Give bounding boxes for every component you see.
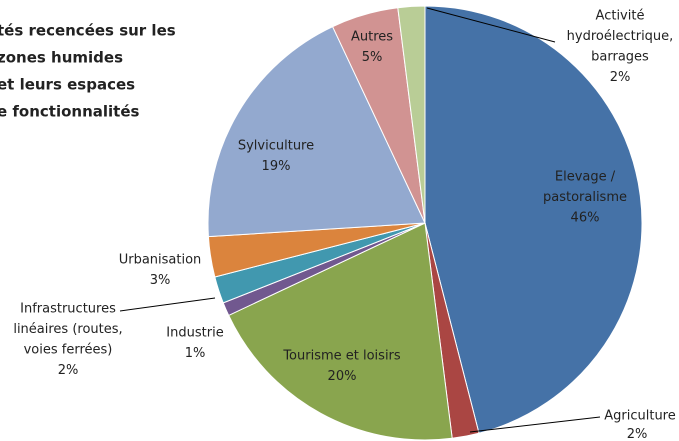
slice-label: pastoralisme — [543, 190, 627, 205]
slice-label: Industrie — [166, 326, 223, 341]
leader-line — [426, 7, 556, 43]
slice-value-label: 5% — [362, 50, 383, 65]
chart-title: tés recencées sur les — [0, 22, 176, 40]
slice-value-label: 2% — [58, 363, 79, 378]
slice-value-label: 20% — [328, 369, 357, 384]
slice-label: hydroélectrique, — [567, 29, 674, 44]
slice-value-label: 1% — [185, 346, 206, 361]
pie-slice — [424, 5, 643, 434]
pie-slice — [207, 25, 426, 238]
slice-label: Agriculture — [604, 409, 676, 424]
slice-label: linéaires (routes, — [13, 322, 122, 337]
slice-label: Elevage / — [555, 170, 616, 185]
leader-line — [119, 297, 216, 312]
slice-value-label: 46% — [571, 211, 600, 226]
chart-title: e fonctionnalités — [0, 103, 140, 121]
chart-title: et leurs espaces — [0, 76, 135, 94]
slice-value-label: 2% — [610, 70, 631, 85]
slice-value-label: 19% — [262, 159, 291, 174]
slice-label: barrages — [591, 50, 649, 65]
pie-slice — [397, 5, 426, 224]
slice-label: Sylviculture — [238, 139, 314, 154]
slice-label: Autres — [351, 30, 393, 45]
chart-title: zones humides — [0, 49, 123, 67]
slice-label: Urbanisation — [119, 253, 202, 268]
pie-slice — [227, 222, 453, 441]
slice-label: Activité — [596, 9, 645, 24]
slice-label: Infrastructures — [20, 302, 116, 317]
slice-value-label: 2% — [627, 427, 648, 441]
slice-label: voies ferrées) — [24, 343, 113, 358]
leader-line — [469, 416, 601, 433]
slice-value-label: 3% — [150, 273, 171, 288]
slice-label: Tourisme et loisirs — [282, 349, 401, 364]
